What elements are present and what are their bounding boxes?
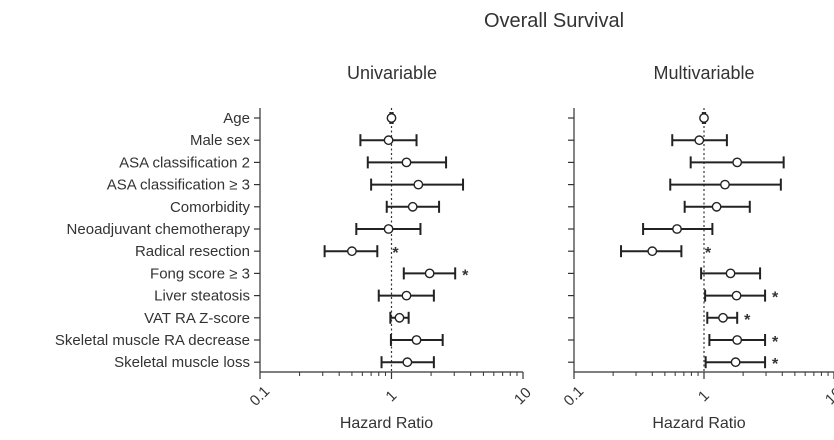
- row-label: Comorbidity: [170, 199, 251, 216]
- hr-point: [720, 179, 730, 190]
- hr-point: [401, 290, 412, 301]
- x-axis-label: Hazard Ratio: [340, 415, 433, 432]
- row-label: Neoadjuvant chemotherapy: [67, 221, 251, 238]
- hr-point: [401, 157, 412, 168]
- x-tick-label: 1: [695, 387, 713, 405]
- panel-multivariable: Multivariable 0.1 1 10 Hazard Ratio * * * * *: [561, 63, 834, 432]
- hr-point: [732, 335, 743, 345]
- x-tick-label: 1: [382, 387, 400, 405]
- x-tick-label: 0.1: [247, 383, 274, 410]
- hr-point: [407, 201, 418, 212]
- row-label: Male sex: [190, 132, 251, 149]
- significance-marker: *: [772, 290, 779, 307]
- row-label: Age: [223, 110, 250, 127]
- x-tick-label: 0.1: [561, 383, 588, 410]
- hr-point: [731, 290, 742, 301]
- row-label: Skeletal muscle loss: [114, 354, 250, 371]
- row-label: Radical resection: [135, 243, 250, 260]
- panel-subtitle: Multivariable: [653, 63, 754, 83]
- figure-title: Overall Survival: [484, 10, 624, 32]
- panel-univariable: Univariable 0.1 1 10 Hazard Ratio Age Male sex…: [55, 63, 535, 432]
- hr-point: [347, 246, 357, 257]
- hr-point: [718, 312, 728, 323]
- hr-point: [699, 113, 709, 123]
- x-tick-label: 10: [822, 384, 834, 408]
- hr-point: [730, 357, 741, 368]
- hr-point: [672, 224, 682, 234]
- row-label: ASA classification 2: [119, 154, 250, 171]
- panels: Univariable 0.1 1 10 Hazard Ratio Age Male sex…: [55, 63, 834, 432]
- hr-point: [386, 113, 397, 123]
- hr-point: [413, 179, 424, 190]
- panel-subtitle: Univariable: [347, 63, 437, 83]
- hr-point: [711, 201, 722, 212]
- x-axis-label: Hazard Ratio: [652, 415, 745, 432]
- hr-point: [694, 135, 705, 146]
- significance-marker: *: [462, 267, 469, 284]
- row-label: Fong score ≥ 3: [150, 265, 250, 282]
- hr-point: [383, 135, 394, 146]
- hr-point: [411, 335, 422, 345]
- hr-point: [732, 157, 743, 168]
- x-tick-label: 10: [511, 384, 535, 408]
- significance-marker: *: [772, 356, 779, 373]
- hr-point: [424, 268, 435, 279]
- row-label: Skeletal muscle RA decrease: [55, 332, 250, 349]
- significance-marker: *: [705, 245, 712, 262]
- hr-point: [725, 268, 736, 279]
- row-label: VAT RA Z-score: [144, 310, 250, 327]
- hr-point: [383, 224, 394, 234]
- significance-marker: *: [744, 312, 751, 329]
- hr-point: [402, 357, 413, 368]
- row-label: ASA classification ≥ 3: [107, 177, 250, 194]
- significance-marker: *: [392, 245, 399, 262]
- significance-marker: *: [772, 334, 779, 351]
- hr-point: [647, 246, 658, 257]
- row-label: Liver steatosis: [154, 288, 250, 305]
- hr-point: [394, 312, 405, 323]
